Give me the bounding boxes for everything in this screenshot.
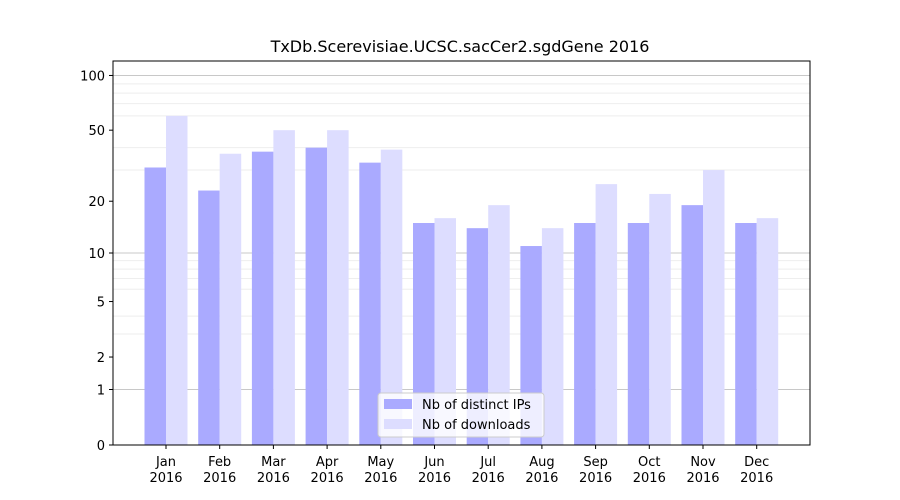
bar-distinct-ips-6	[413, 222, 435, 445]
bar-downloads-6	[434, 218, 456, 445]
y-tick-label: 50	[88, 124, 105, 139]
x-tick-label: Oct 2016	[633, 455, 666, 486]
x-tick-label: Jul 2016	[472, 455, 505, 486]
bar-downloads-3	[273, 130, 295, 445]
bar-distinct-ips-4	[305, 147, 328, 445]
legend-box	[377, 392, 545, 438]
bar-downloads-1	[166, 115, 188, 445]
legend-swatch	[384, 399, 412, 409]
x-tick-label: Feb 2016	[203, 455, 236, 486]
bar-downloads-9	[595, 184, 618, 446]
bar-distinct-ips-3	[251, 151, 274, 445]
legend-swatch	[384, 419, 412, 429]
bar-distinct-ips-9	[574, 222, 596, 445]
y-tick-label: 5	[97, 296, 105, 311]
x-tick-label: Aug 2016	[525, 455, 558, 486]
x-tick-label: Nov 2016	[686, 455, 719, 486]
bar-downloads-8	[541, 228, 564, 445]
bar-distinct-ips-10	[627, 222, 650, 445]
bar-downloads-2	[219, 153, 242, 446]
bars	[144, 115, 779, 446]
x-tick-label: Jan 2016	[149, 455, 182, 486]
x-tick-label: Jun 2016	[418, 455, 451, 486]
bar-downloads-11	[703, 170, 725, 445]
bar-distinct-ips-7	[466, 228, 489, 445]
legend: Nb of distinct IPs Nb of downloads	[377, 392, 545, 438]
bar-distinct-ips-2	[198, 190, 220, 445]
y-tick-label: 20	[88, 195, 105, 210]
legend-label: Nb of downloads	[422, 418, 531, 433]
y-tick-label: 100	[80, 69, 105, 84]
bar-distinct-ips-11	[681, 205, 703, 445]
y-tick-label: 0	[97, 439, 105, 454]
y-tick-label: 2	[97, 351, 105, 366]
bar-distinct-ips-5	[359, 162, 381, 445]
x-tick-label: Apr 2016	[311, 455, 344, 486]
y-tick-label: 10	[88, 247, 105, 262]
plot-frame	[112, 60, 811, 446]
bar-distinct-ips-12	[735, 222, 757, 445]
legend-label: Nb of distinct IPs	[422, 398, 531, 413]
bar-downloads-10	[649, 193, 671, 445]
axes: Jan 2016 Feb 2016 Mar 2016 Apr 2016 May 2016 Jun 20…	[80, 60, 811, 486]
x-tick-label: Dec 2016	[740, 455, 773, 486]
x-tick-label: Sep 2016	[579, 455, 612, 486]
bar-distinct-ips-1	[144, 167, 166, 445]
bar-downloads-7	[488, 205, 510, 445]
x-tick-label: Mar 2016	[257, 455, 290, 486]
bar-downloads-12	[756, 218, 779, 445]
bar-downloads-5	[380, 149, 403, 445]
bar-downloads-4	[327, 130, 349, 445]
x-tick-label: May 2016	[364, 455, 397, 486]
y-tick-label: 1	[97, 383, 105, 398]
chart-title: TxDb.Scerevisiae.UCSC.sacCer2.sgdGene 20…	[270, 37, 650, 56]
